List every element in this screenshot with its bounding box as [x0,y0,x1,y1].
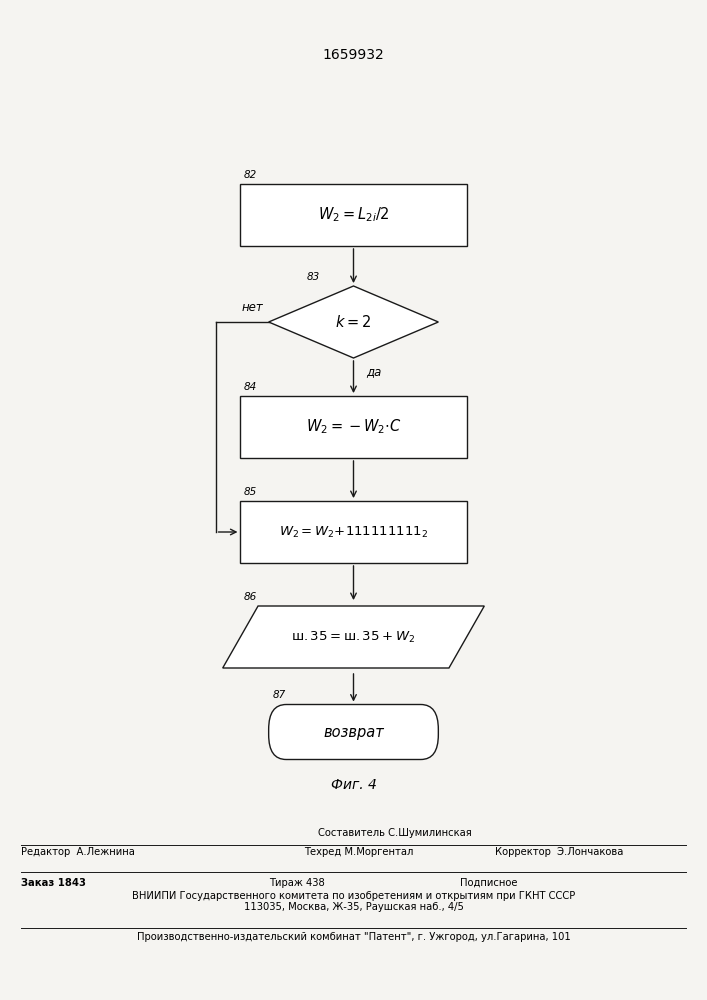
Text: Подписное: Подписное [460,878,517,888]
Text: $\mathit{k}=2$: $\mathit{k}=2$ [335,314,372,330]
Text: Редактор  А.Лежнина: Редактор А.Лежнина [21,847,135,857]
Text: $W_2 = L_{2i}/2$: $W_2 = L_{2i}/2$ [317,206,390,224]
Text: 82: 82 [244,170,257,180]
Text: Тираж 438: Тираж 438 [269,878,325,888]
Text: да: да [366,366,382,379]
Text: 86: 86 [244,592,257,602]
Text: Техред М.Моргентал: Техред М.Моргентал [304,847,414,857]
FancyBboxPatch shape [240,501,467,563]
Text: $W_2=-W_2{\cdot}C$: $W_2=-W_2{\cdot}C$ [305,418,402,436]
Text: Корректор  Э.Лончакова: Корректор Э.Лончакова [495,847,624,857]
Text: 113035, Москва, Ж-35, Раушская наб., 4/5: 113035, Москва, Ж-35, Раушская наб., 4/5 [244,902,463,912]
Text: 1659932: 1659932 [322,48,385,62]
Text: возврат: возврат [323,724,384,740]
FancyBboxPatch shape [240,184,467,246]
Polygon shape [223,606,484,668]
Text: 84: 84 [244,382,257,392]
Text: ВНИИПИ Государственного комитета по изобретениям и открытиям при ГКНТ СССР: ВНИИПИ Государственного комитета по изоб… [132,891,575,901]
Text: Фиг. 4: Фиг. 4 [331,778,376,792]
Text: 83: 83 [307,272,320,282]
FancyBboxPatch shape [269,704,438,760]
Text: Заказ 1843: Заказ 1843 [21,878,86,888]
Text: $W_2{=}W_2{+}111111111_2$: $W_2{=}W_2{+}111111111_2$ [279,524,428,540]
Text: $\mathit{\text{ш}.35=\text{ш}.35+W_2}$: $\mathit{\text{ш}.35=\text{ш}.35+W_2}$ [291,629,416,645]
Text: 85: 85 [244,487,257,497]
Text: Составитель С.Шумилинская: Составитель С.Шумилинская [318,828,472,838]
Polygon shape [269,286,438,358]
FancyBboxPatch shape [240,396,467,458]
Text: Производственно-издательский комбинат "Патент", г. Ужгород, ул.Гагарина, 101: Производственно-издательский комбинат "П… [136,932,571,942]
Text: 87: 87 [272,690,286,700]
Text: нет: нет [241,301,263,314]
